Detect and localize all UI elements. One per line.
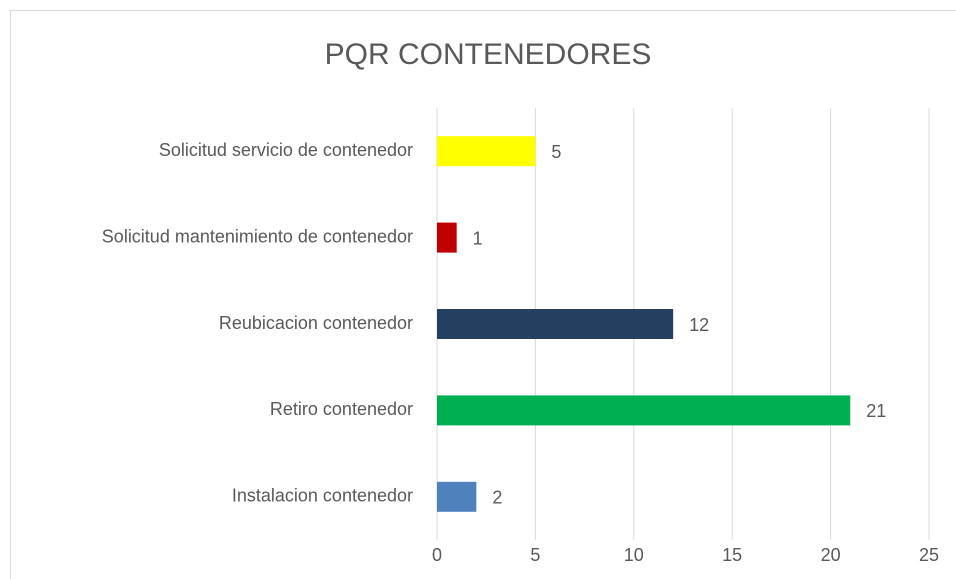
data-label: 2 [492,488,502,508]
x-tick-label: 15 [722,545,742,565]
bar [437,222,457,253]
y-tick-label: Instalacion contenedor [232,486,413,506]
bar [437,481,477,512]
x-tick-label: 20 [821,545,841,565]
data-label: 5 [551,142,561,162]
x-tick-label: 10 [624,545,644,565]
x-tick-label: 25 [919,545,939,565]
bar [437,309,674,339]
y-tick-label: Retiro contenedor [270,399,413,419]
data-label: 12 [689,315,709,335]
chart-title: PQR CONTENEDORES [325,38,652,71]
x-tick-label: 5 [530,545,540,565]
y-tick-label: Solicitud mantenimiento de contenedor [102,226,413,246]
bar [437,395,851,426]
y-tick-label: Solicitud servicio de contenedor [159,140,413,160]
bar [437,136,536,167]
chart-frame [10,10,956,579]
y-tick-label: Reubicacion contenedor [219,313,413,333]
data-label: 1 [473,228,483,248]
x-tick-label: 0 [432,545,442,565]
data-label: 21 [866,401,886,421]
